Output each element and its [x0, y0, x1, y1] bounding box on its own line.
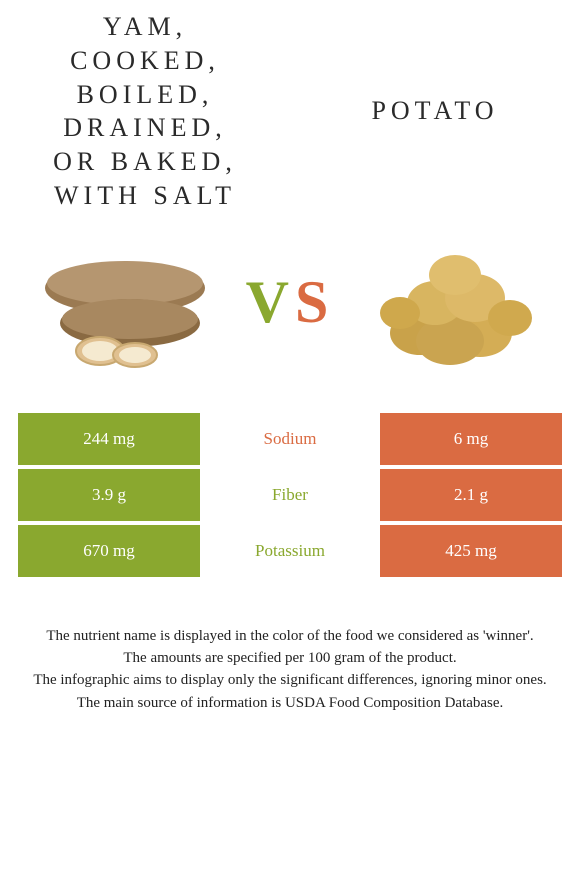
nutrient-table: 244 mgSodium6 mg3.9 gFiber2.1 g670 mgPot… — [0, 403, 580, 577]
vs-label: VS — [246, 268, 335, 337]
right-value: 6 mg — [380, 413, 562, 465]
nutrient-name: Potassium — [200, 525, 380, 577]
nutrient-row: 3.9 gFiber2.1 g — [18, 469, 562, 521]
nutrient-name: Fiber — [200, 469, 380, 521]
vs-v: V — [246, 269, 295, 335]
titles-row: YAM, COOKED, BOILED, DRAINED, OR BAKED, … — [0, 0, 580, 233]
nutrient-row: 244 mgSodium6 mg — [18, 413, 562, 465]
nutrient-row: 670 mgPotassium425 mg — [18, 525, 562, 577]
right-value: 2.1 g — [380, 469, 562, 521]
images-row: VS — [0, 233, 580, 403]
footnote-line: The nutrient name is displayed in the co… — [20, 626, 560, 646]
potato-image — [365, 233, 540, 373]
footnote-line: The amounts are specified per 100 gram o… — [20, 648, 560, 668]
footnote-line: The main source of information is USDA F… — [20, 693, 560, 713]
right-value: 425 mg — [380, 525, 562, 577]
left-value: 670 mg — [18, 525, 200, 577]
yam-image — [40, 233, 215, 373]
infographic-container: YAM, COOKED, BOILED, DRAINED, OR BAKED, … — [0, 0, 580, 874]
right-food-title: POTATO — [330, 94, 540, 128]
footnote-line: The infographic aims to display only the… — [20, 670, 560, 690]
left-value: 244 mg — [18, 413, 200, 465]
left-value: 3.9 g — [18, 469, 200, 521]
vs-s: S — [295, 269, 334, 335]
left-food-title: YAM, COOKED, BOILED, DRAINED, OR BAKED, … — [40, 10, 250, 213]
nutrient-name: Sodium — [200, 413, 380, 465]
footnotes: The nutrient name is displayed in the co… — [0, 581, 580, 713]
